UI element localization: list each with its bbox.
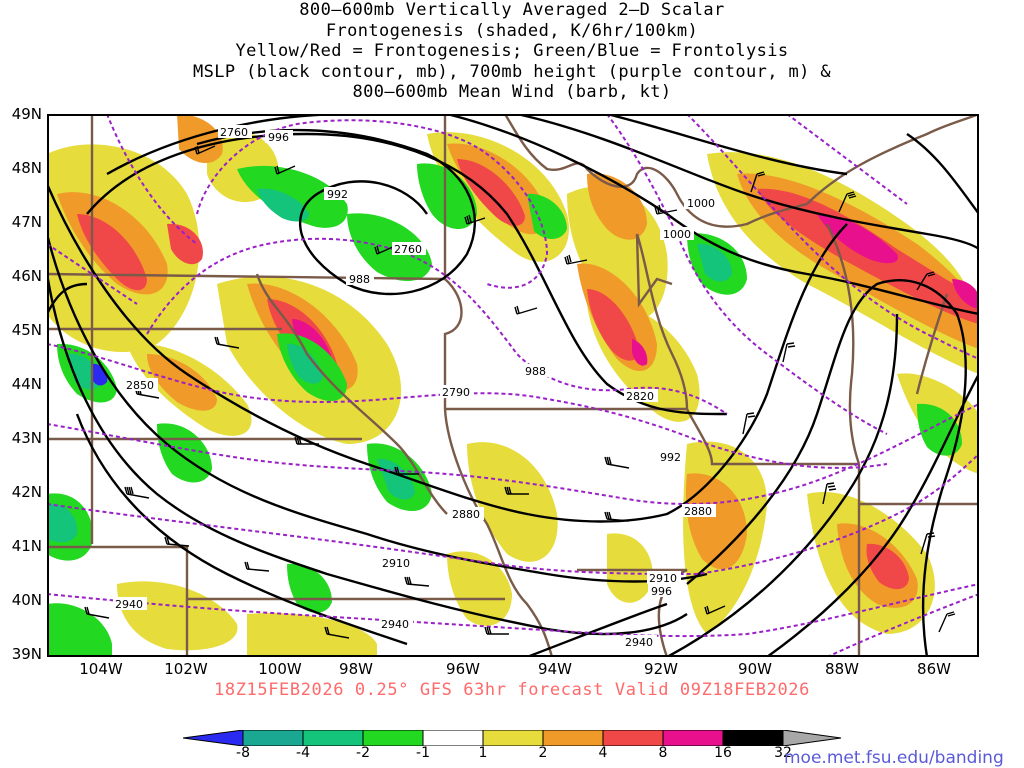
lat-label-40n: 40N	[11, 591, 42, 609]
pressure-label-1000-b: 1000	[663, 228, 691, 241]
height-label-2820: 2820	[626, 390, 654, 403]
height-label-2880-a: 2880	[452, 508, 480, 521]
pressure-label-988-b: 988	[525, 365, 546, 378]
title-line-4: MSLP (black contour, mb), 700mb height (…	[192, 61, 832, 82]
map-title: 800–600mb Vertically Averaged 2–D Scalar…	[0, 0, 1024, 103]
height-label-2760-b: 2760	[394, 243, 422, 256]
colorbar-segment-2-1	[362, 730, 424, 746]
lat-label-48n: 48N	[11, 159, 42, 177]
wind-barbs	[84, 145, 956, 639]
title-line-5: 800–600mb Mean Wind (barb, kt)	[352, 82, 672, 102]
lon-label-94w: 94W	[538, 660, 572, 678]
colorbar-label-m4: -4	[296, 745, 310, 761]
height-label-2880-b: 2880	[684, 505, 712, 518]
lat-label-45n: 45N	[11, 321, 42, 339]
colorbar	[183, 730, 842, 746]
frontogenesis-map: 996 992 988 988 992 996 1000 1000 2760 2…	[47, 114, 979, 657]
height-label-2850: 2850	[126, 379, 154, 392]
colorbar-segment-lt-8	[183, 730, 244, 746]
colorbar-segment-4-2	[302, 730, 364, 746]
colorbar-label-32: 32	[774, 745, 792, 761]
pressure-label-992-a: 992	[327, 188, 348, 201]
colorbar-segment-2-4	[542, 730, 604, 746]
lat-label-39n: 39N	[11, 645, 42, 663]
lat-label-44n: 44N	[11, 375, 42, 393]
colorbar-segment-1-2	[482, 730, 544, 746]
colorbar-segment-1-1	[422, 730, 484, 746]
title-line-2: Frontogenesis (shaded, K/6hr/100km)	[325, 20, 699, 41]
pressure-label-992-b: 992	[660, 451, 681, 464]
colorbar-label-8: 8	[658, 745, 668, 761]
lon-label-90w: 90W	[738, 660, 772, 678]
forecast-valid-time: 18Z15FEB2026 0.25° GFS 63hr forecast Val…	[214, 680, 810, 700]
lat-label-41n: 41N	[11, 537, 42, 555]
colorbar-segment-8-16	[662, 730, 724, 746]
colorbar-label-2: 2	[538, 745, 548, 761]
colorbar-label-1: 1	[478, 745, 488, 761]
colorbar-label-m8: -8	[236, 745, 250, 761]
map-frame	[47, 114, 979, 657]
colorbar-segment-gt-32	[782, 730, 842, 746]
colorbar-label-16: 16	[714, 745, 732, 761]
source-url: moe.met.fsu.edu/banding	[784, 748, 1004, 768]
lat-label-46n: 46N	[11, 267, 42, 285]
pressure-label-996-b: 996	[651, 585, 672, 598]
lon-label-88w: 88W	[825, 660, 859, 678]
pressure-label-1000-a: 1000	[687, 197, 715, 210]
lat-label-49n: 49N	[11, 105, 42, 123]
height-label-2940-b: 2940	[381, 618, 409, 631]
lon-label-100w: 100W	[258, 660, 302, 678]
height-label-2940-c: 2940	[625, 636, 653, 649]
colorbar-label-m1: -1	[416, 745, 430, 761]
lon-label-104w: 104W	[79, 660, 123, 678]
lat-label-47n: 47N	[11, 213, 42, 231]
lon-label-86w: 86W	[917, 660, 951, 678]
colorbar-segment-4-8	[602, 730, 664, 746]
lon-label-96w: 96W	[446, 660, 480, 678]
pressure-label-996-a: 996	[268, 131, 289, 144]
height-label-2940-a: 2940	[115, 598, 143, 611]
lat-label-43n: 43N	[11, 429, 42, 447]
lat-label-42n: 42N	[11, 483, 42, 501]
lon-label-102w: 102W	[164, 660, 208, 678]
height-labels: 2760 2760 2790 2820 2850 2880 2880 2910 …	[113, 125, 716, 649]
colorbar-segment-16-32	[722, 730, 784, 746]
height-label-2790: 2790	[442, 386, 470, 399]
title-line-3: Yellow/Red = Frontogenesis; Green/Blue =…	[235, 41, 789, 61]
title-line-1: 800–600mb Vertically Averaged 2–D Scalar	[299, 0, 725, 20]
lon-label-92w: 92W	[644, 660, 678, 678]
colorbar-segment-8-4	[242, 730, 304, 746]
lon-label-98w: 98W	[339, 660, 373, 678]
height-label-2910-b: 2910	[649, 572, 677, 585]
pressure-contours	[47, 114, 979, 657]
height-label-2760-a: 2760	[220, 126, 248, 139]
pressure-labels: 996 992 988 988 992 996 1000 1000	[265, 130, 718, 598]
height-contours	[47, 114, 979, 657]
colorbar-label-4: 4	[598, 745, 608, 761]
pressure-label-988-a: 988	[349, 273, 370, 286]
height-label-2910-a: 2910	[382, 557, 410, 570]
colorbar-label-m2: -2	[356, 745, 370, 761]
